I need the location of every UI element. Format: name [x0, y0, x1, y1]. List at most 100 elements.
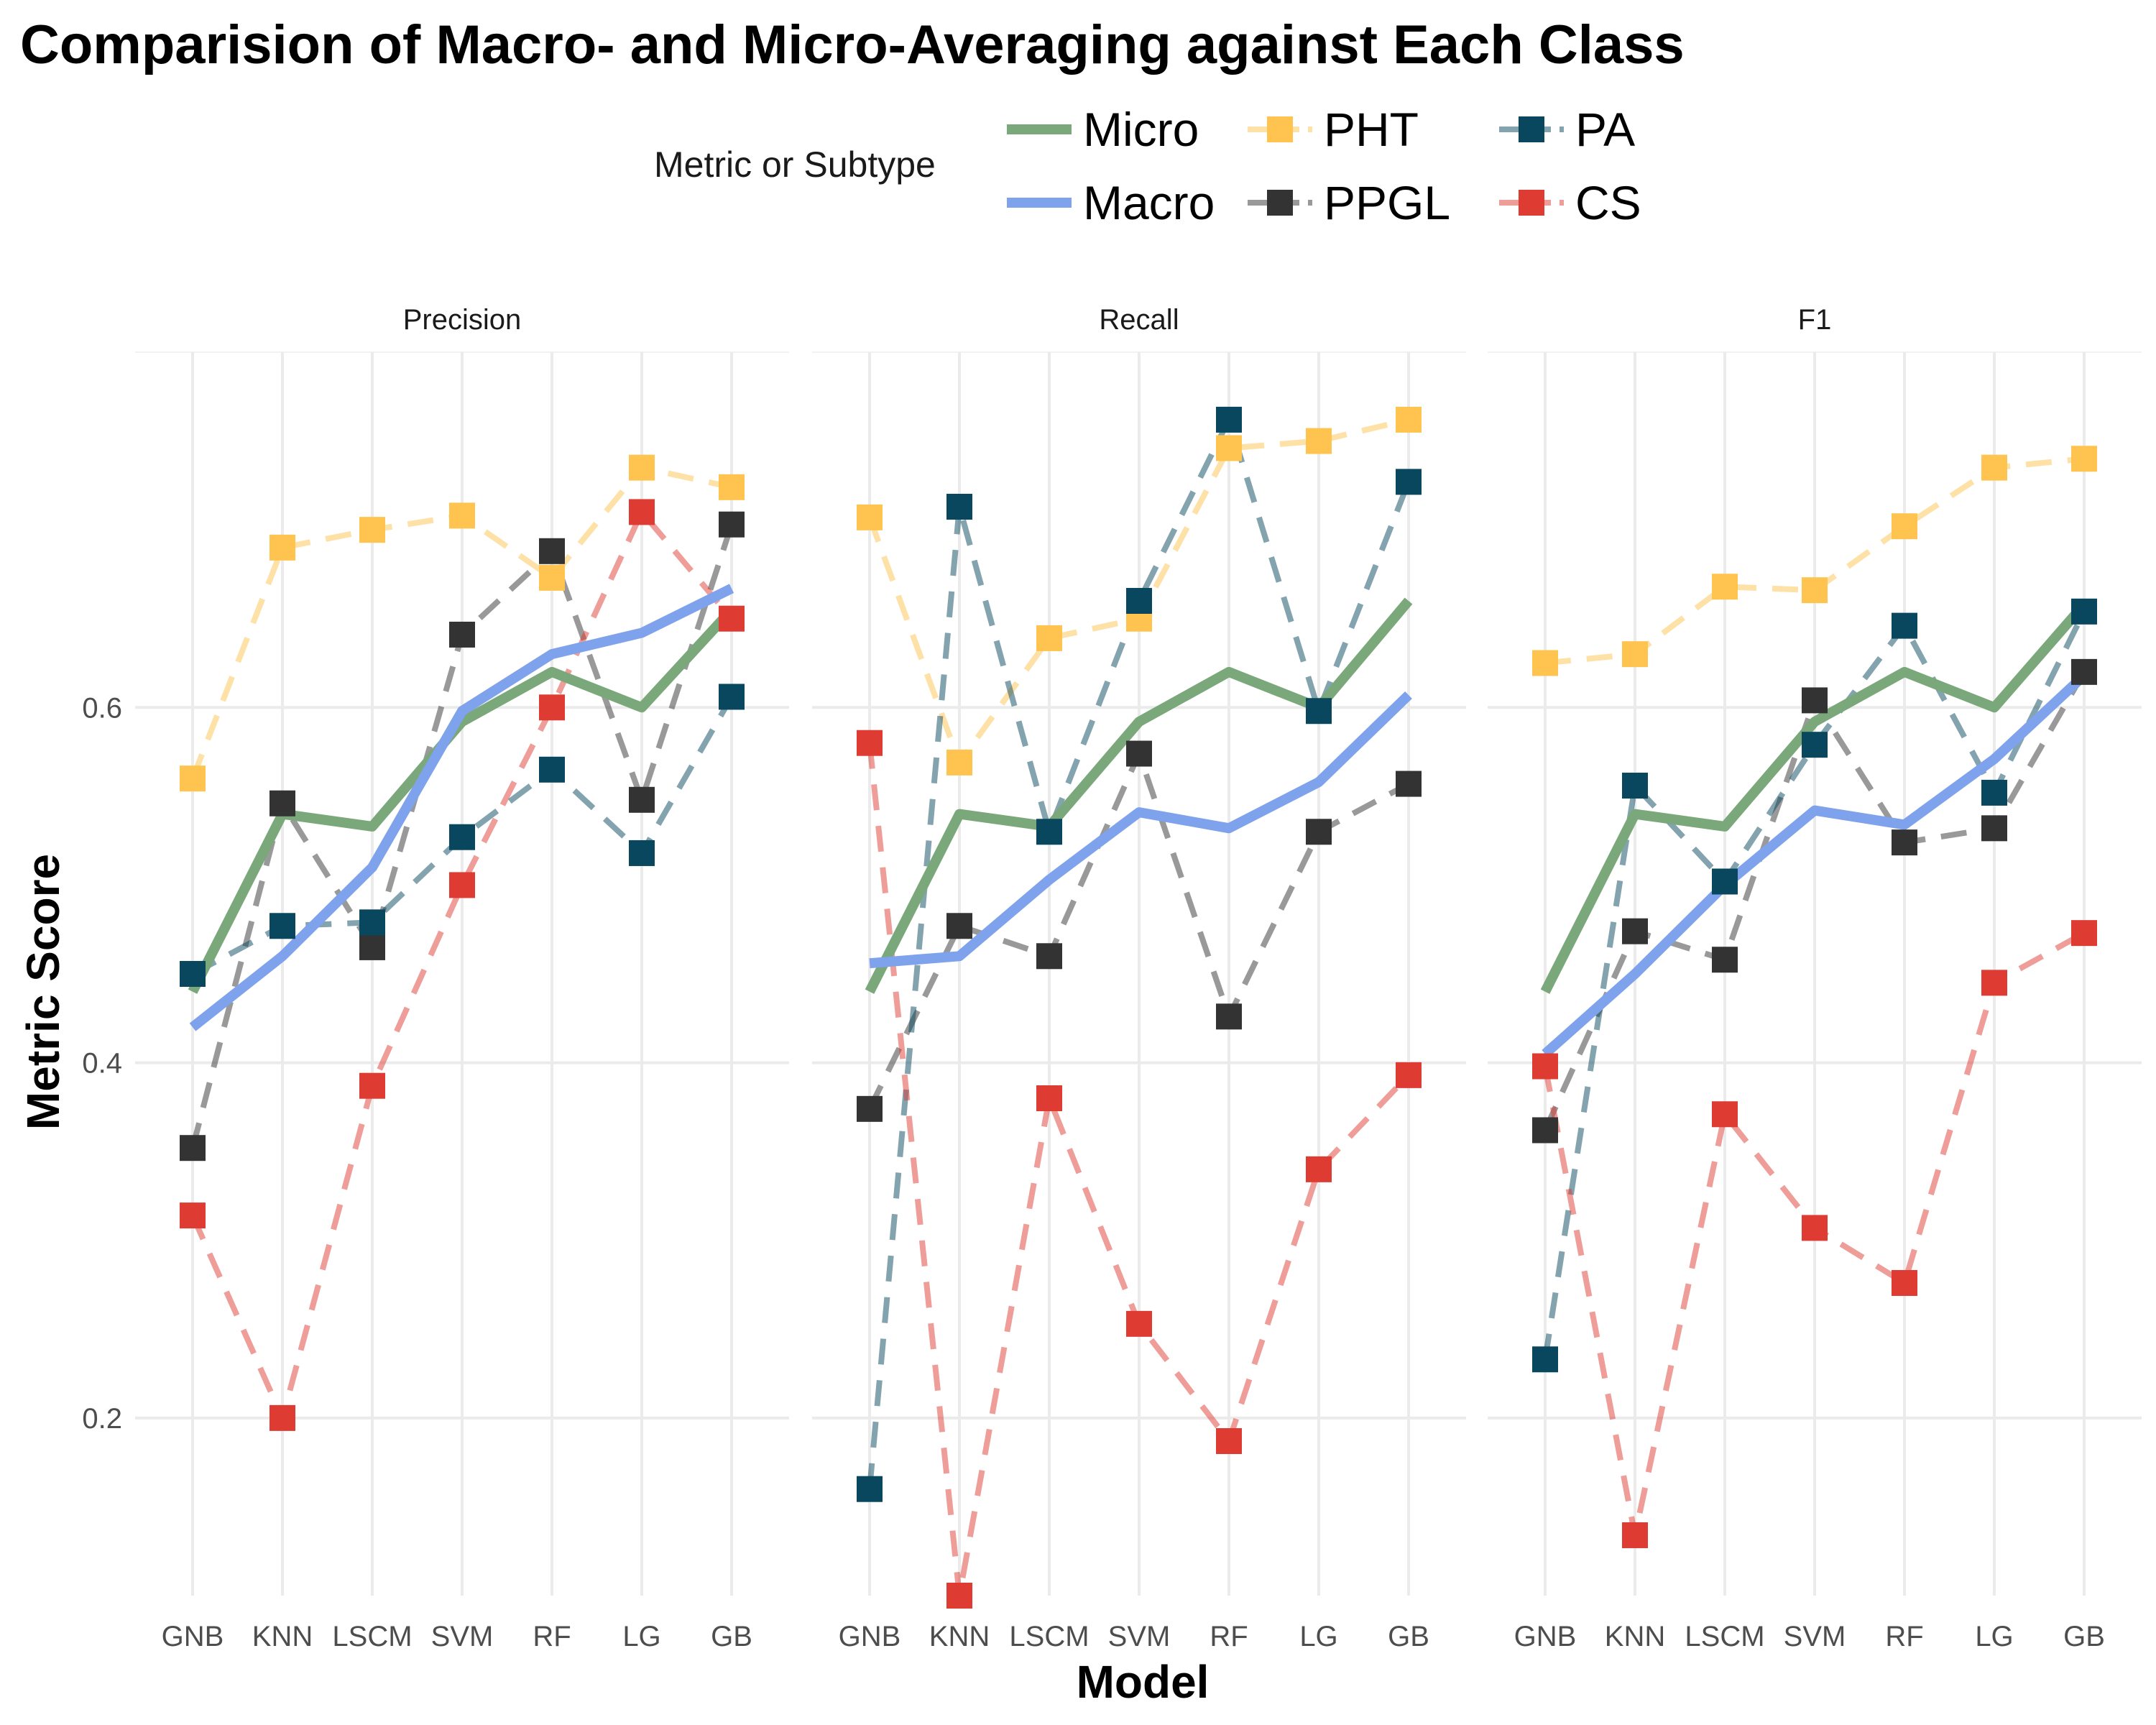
- data-point-ppgl: [1532, 1117, 1558, 1144]
- data-point-pa: [180, 961, 206, 987]
- data-point-pht: [1532, 650, 1558, 676]
- data-point-pa: [1126, 588, 1152, 614]
- data-point-ppgl: [629, 786, 655, 813]
- data-point-pht: [180, 765, 206, 792]
- data-point-ppgl: [180, 1135, 206, 1162]
- data-point-pa: [1712, 868, 1738, 895]
- data-point-ppgl: [946, 913, 972, 939]
- data-point-ppgl: [1892, 829, 1917, 856]
- data-point-pa: [270, 913, 295, 939]
- data-point-cs: [857, 730, 883, 756]
- legend-label: PPGL: [1324, 176, 1450, 229]
- data-point-pa: [2071, 598, 2097, 625]
- x-tick-label: GNB: [162, 1621, 224, 1652]
- data-point-cs: [1622, 1522, 1648, 1548]
- data-point-cs: [1532, 1053, 1558, 1080]
- data-point-pht: [1216, 435, 1242, 461]
- data-point-cs: [1396, 1062, 1422, 1088]
- data-point-ppgl: [719, 511, 745, 538]
- y-axis-title: Metric Score: [17, 854, 69, 1130]
- data-point-cs: [1981, 970, 2007, 996]
- data-point-pht: [1396, 406, 1422, 433]
- data-point-cs: [270, 1404, 295, 1431]
- data-point-ppgl: [1712, 947, 1738, 973]
- data-point-ppgl: [270, 790, 295, 816]
- x-tick-label: RF: [533, 1621, 571, 1652]
- legend-label: CS: [1575, 176, 1641, 229]
- x-tick-label: RF: [1885, 1621, 1923, 1652]
- data-point-pa: [946, 494, 972, 520]
- x-tick-label: LSCM: [1009, 1621, 1089, 1652]
- data-point-ppgl: [857, 1095, 883, 1122]
- data-point-pht: [359, 517, 385, 543]
- data-point-pa: [1306, 698, 1332, 724]
- data-point-ppgl: [1622, 918, 1648, 944]
- panel-strip-label: Recall: [1099, 304, 1179, 336]
- x-axis-title: Model: [1077, 1656, 1210, 1708]
- x-tick-label: LG: [1299, 1621, 1337, 1652]
- series-line-macro: [869, 691, 1412, 969]
- x-tick-label: SVM: [1784, 1621, 1846, 1652]
- data-point-pa: [1216, 406, 1242, 433]
- data-point-pa: [1622, 773, 1648, 799]
- facet-panels: Precision GNB KNN LSCM SVM RF LG GB 0.2 0.4 0.6 Rec…: [82, 304, 2142, 1652]
- data-point-pa: [629, 840, 655, 866]
- data-point-pht: [1981, 454, 2007, 481]
- panel-strip-label: Precision: [403, 304, 522, 336]
- x-tick-label: KNN: [252, 1621, 313, 1652]
- data-point-ppgl: [1216, 1003, 1242, 1030]
- data-point-cs: [2071, 920, 2097, 947]
- legend-label: Macro: [1083, 176, 1215, 229]
- data-point-ppgl: [449, 621, 475, 648]
- data-point-pa: [1981, 779, 2007, 806]
- data-point-pht: [857, 504, 883, 530]
- x-tick-label: GNB: [1514, 1621, 1577, 1652]
- data-point-cs: [359, 1072, 385, 1099]
- data-point-pht: [1036, 625, 1062, 651]
- data-point-cs: [946, 1583, 972, 1609]
- data-point-pht: [539, 564, 565, 591]
- data-point-ppgl: [1981, 815, 2007, 842]
- x-tick-label: GB: [711, 1621, 752, 1652]
- data-point-pa: [449, 824, 475, 850]
- x-tick-label: GNB: [839, 1621, 901, 1652]
- data-point-pht: [1712, 574, 1738, 600]
- data-point-pa: [1036, 819, 1062, 845]
- legend: Metric or Subtype Micro Macro PHT PPGL PA CS: [654, 103, 1641, 229]
- data-point-cs: [1306, 1156, 1332, 1182]
- legend-key-marker: [1519, 116, 1544, 142]
- data-point-cs: [180, 1202, 206, 1229]
- x-tick-label: LSCM: [332, 1621, 412, 1652]
- data-point-pht: [629, 454, 655, 481]
- data-point-ppgl: [1396, 770, 1422, 797]
- legend-entry-pa: PA: [1499, 103, 1635, 156]
- series-line-micro: [1540, 601, 2088, 994]
- series-line-macro: [189, 584, 734, 1031]
- legend-entry-micro: Micro: [1007, 103, 1199, 156]
- panel-precision: Precision GNB KNN LSCM SVM RF LG GB 0.2 0.4 0.6: [82, 304, 789, 1652]
- data-point-cs: [1036, 1085, 1062, 1111]
- data-point-cs: [719, 605, 745, 632]
- x-tick-label: LG: [1975, 1621, 2013, 1652]
- data-point-cs: [449, 872, 475, 898]
- chart-title: Comparision of Macro- and Micro-Averagin…: [20, 14, 1685, 75]
- legend-entry-cs: CS: [1499, 176, 1641, 229]
- data-point-pa: [1532, 1346, 1558, 1373]
- x-tick-label: SVM: [431, 1621, 494, 1652]
- data-point-pht: [1892, 513, 1917, 540]
- x-tick-label: GB: [2063, 1621, 2105, 1652]
- data-point-pht: [1802, 577, 1828, 604]
- legend-key-marker: [1519, 190, 1544, 216]
- data-point-pht: [1622, 641, 1648, 668]
- data-point-cs: [629, 499, 655, 525]
- x-tick-label: LSCM: [1685, 1621, 1764, 1652]
- data-point-pa: [1802, 732, 1828, 758]
- panel-strip-label: F1: [1798, 304, 1832, 336]
- data-point-pht: [946, 749, 972, 776]
- data-point-ppgl: [1802, 687, 1828, 714]
- legend-key-marker: [1267, 116, 1293, 142]
- y-tick-label: 0.6: [82, 692, 122, 724]
- data-point-cs: [539, 694, 565, 721]
- legend-entry-macro: Macro: [1007, 176, 1215, 229]
